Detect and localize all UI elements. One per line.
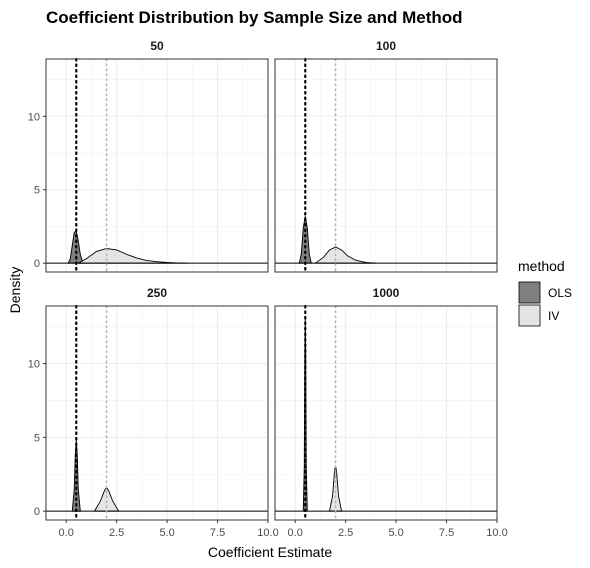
legend-key-ols bbox=[518, 281, 541, 304]
panel-border bbox=[45, 305, 269, 521]
facet-strip-label: 250 bbox=[147, 286, 167, 300]
y-tick-label: 0 bbox=[34, 506, 40, 518]
facet-panel-1000: 1000 0.0 2.5 5.0 7.5 10.0 bbox=[274, 286, 508, 539]
facet-panel-100: 100 bbox=[274, 39, 498, 274]
x-tick-label: 5.0 bbox=[388, 527, 403, 539]
density-area-iv bbox=[78, 248, 188, 264]
y-axis-label: Density bbox=[7, 267, 23, 314]
density-area-iv bbox=[93, 486, 120, 512]
facet-strip-label: 1000 bbox=[373, 286, 400, 300]
x-tick-label: 0.0 bbox=[59, 527, 74, 539]
y-tick-label: 5 bbox=[34, 432, 40, 444]
chart-title: Coefficient Distribution by Sample Size … bbox=[46, 8, 463, 27]
legend: method OLS IV bbox=[518, 258, 572, 327]
panel-border bbox=[274, 58, 498, 273]
facet-strip-label: 100 bbox=[376, 39, 396, 53]
x-tick-label: 2.5 bbox=[338, 527, 353, 539]
x-tick-label: 2.5 bbox=[109, 527, 124, 539]
y-tick-label: 0 bbox=[34, 258, 40, 270]
facet-strip-label: 50 bbox=[150, 39, 164, 53]
legend-label-ols: OLS bbox=[548, 286, 572, 300]
y-tick-label: 10 bbox=[28, 111, 40, 123]
x-tick-label: 5.0 bbox=[159, 527, 174, 539]
x-tick-label: 7.5 bbox=[210, 527, 225, 539]
facet-panel-250: 250 0 5 10 0.0 2.5 5.0 7.5 10.0 bbox=[28, 286, 279, 539]
legend-title: method bbox=[518, 258, 565, 274]
legend-label-iv: IV bbox=[548, 309, 559, 323]
x-tick-label: 10.0 bbox=[257, 527, 278, 539]
panel-border bbox=[274, 305, 498, 521]
x-tick-label: 10.0 bbox=[486, 527, 507, 539]
y-tick-label: 10 bbox=[28, 359, 40, 371]
legend-key-iv bbox=[518, 304, 541, 327]
y-tick-label: 5 bbox=[34, 185, 40, 197]
x-tick-label: 0.0 bbox=[288, 527, 303, 539]
facet-panel-50: 50 0 5 10 bbox=[28, 39, 269, 274]
x-tick-label: 7.5 bbox=[439, 527, 454, 539]
x-axis-label: Coefficient Estimate bbox=[208, 544, 332, 560]
panel-border bbox=[45, 58, 269, 273]
